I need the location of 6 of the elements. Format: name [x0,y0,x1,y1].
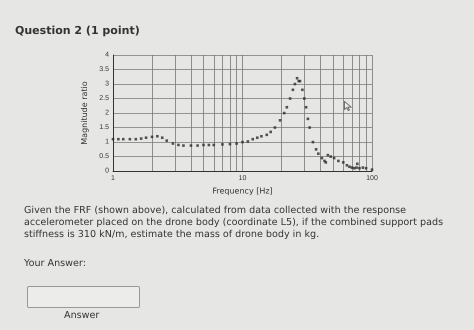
chart-title: Question 2 (1 point) [15,24,140,37]
text: Answer [64,310,100,321]
x-axis-title: Frequency [Hz] [212,186,273,196]
text: Given the FRF (shown above), calculated from data collected with the response accelerometer placed on the drone body (coordinate L5), if the combined support pads stiffness is 310 kN/m, estimate the mass of drone body in kg. [24,205,444,241]
text: Your Answer: [24,258,86,269]
y-axis-title: Magnitude ratio [80,81,89,145]
